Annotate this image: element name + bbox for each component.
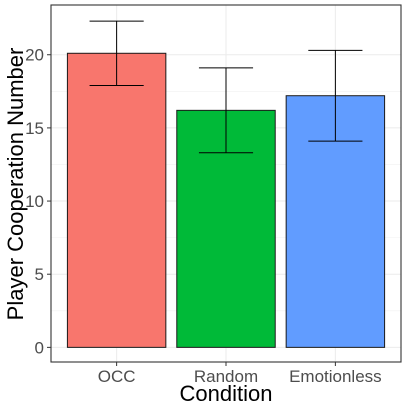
bar-occ	[66, 52, 167, 348]
y-tick-label: 5	[35, 265, 44, 284]
y-tick-label: 20	[25, 46, 44, 65]
y-tick-label: 10	[25, 192, 44, 211]
y-tick-label: 0	[35, 338, 44, 357]
error-bar-random	[198, 67, 254, 154]
y-axis-ticks: 0 5 10 15 20	[25, 46, 51, 357]
error-bar-emotionless	[308, 49, 363, 142]
error-bar-occ	[89, 20, 144, 86]
x-tick-label: Emotionless	[289, 367, 382, 386]
x-tick-label: OCC	[98, 367, 136, 386]
y-axis-title: Player Cooperation Number	[3, 48, 28, 321]
x-tick-label: Random	[194, 367, 258, 386]
x-axis-ticks: OCC Random Emotionless	[98, 362, 382, 386]
x-axis-title: Condition	[180, 381, 273, 406]
y-tick-label: 15	[25, 119, 44, 138]
error-bars	[89, 20, 363, 154]
